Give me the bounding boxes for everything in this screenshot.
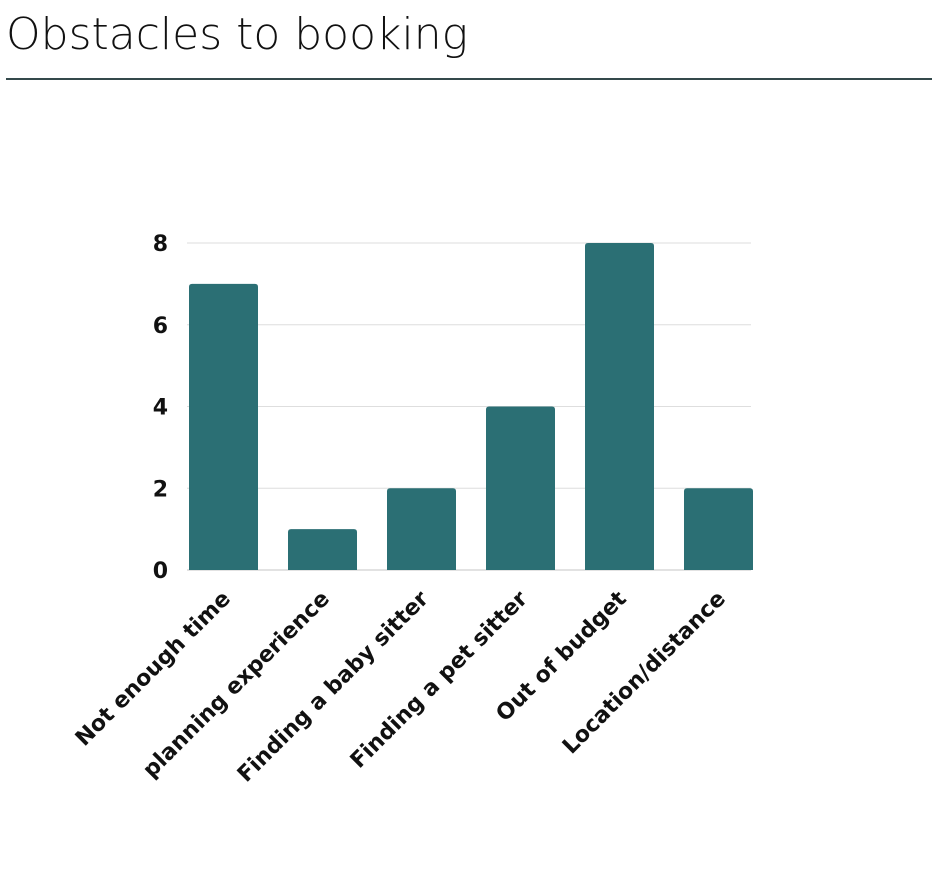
bars [189,243,753,570]
x-tick-label: Finding a pet sitter [346,586,533,773]
y-tick-label: 2 [153,477,168,502]
y-tick-label: 6 [153,314,168,339]
bar [288,529,357,570]
y-tick-label: 8 [153,232,168,257]
x-tick-label: planning experience [138,587,334,783]
grid-lines [187,242,751,571]
y-tick-label: 4 [153,396,168,421]
x-tick-label: Finding a baby sitter [233,586,434,787]
bar [684,488,753,570]
x-tick-label: Location/distance [558,587,731,760]
y-tick-label: 0 [153,559,168,584]
bar [387,488,456,570]
bar [486,406,555,570]
y-axis-ticks: 0 2 4 6 8 [153,232,168,584]
page-title: Obstacles to booking [6,9,469,60]
bar [189,283,258,570]
bar [585,243,654,570]
title-divider [6,78,932,80]
